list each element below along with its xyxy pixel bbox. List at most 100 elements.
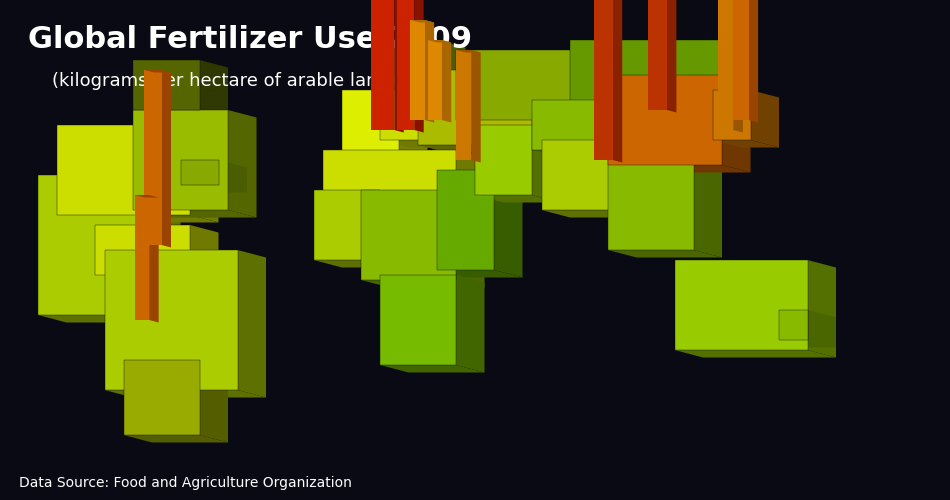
- Bar: [608, 75, 722, 165]
- Polygon shape: [694, 160, 722, 258]
- Polygon shape: [674, 350, 836, 358]
- Polygon shape: [456, 80, 484, 148]
- Bar: [718, 0, 733, 130]
- Polygon shape: [133, 110, 228, 118]
- Bar: [370, 0, 394, 130]
- Polygon shape: [808, 310, 836, 348]
- Bar: [180, 160, 218, 185]
- Bar: [779, 310, 808, 340]
- Bar: [380, 80, 456, 140]
- Bar: [456, 50, 589, 120]
- Bar: [456, 50, 471, 160]
- Polygon shape: [733, 0, 743, 132]
- Polygon shape: [608, 165, 750, 172]
- Polygon shape: [471, 50, 481, 162]
- Bar: [475, 125, 532, 195]
- Polygon shape: [456, 120, 618, 128]
- Bar: [608, 160, 694, 250]
- Polygon shape: [425, 20, 434, 122]
- Polygon shape: [494, 170, 522, 278]
- Polygon shape: [410, 20, 434, 22]
- Polygon shape: [144, 70, 171, 72]
- Polygon shape: [608, 100, 636, 158]
- Polygon shape: [437, 270, 522, 278]
- Polygon shape: [613, 0, 622, 162]
- Bar: [594, 0, 613, 160]
- Bar: [418, 70, 532, 145]
- Polygon shape: [418, 145, 560, 152]
- Polygon shape: [124, 435, 228, 442]
- Bar: [342, 90, 399, 160]
- Bar: [361, 190, 456, 280]
- Text: Global Fertilizer Use 2009: Global Fertilizer Use 2009: [28, 25, 473, 54]
- Polygon shape: [314, 260, 408, 268]
- Bar: [135, 195, 149, 320]
- Polygon shape: [180, 185, 247, 192]
- Text: Data Source: Food and Agriculture Organization: Data Source: Food and Agriculture Organi…: [19, 476, 352, 490]
- Polygon shape: [135, 195, 159, 198]
- Polygon shape: [532, 70, 560, 152]
- Bar: [144, 70, 162, 245]
- Polygon shape: [380, 190, 408, 268]
- Polygon shape: [152, 175, 180, 322]
- Text: (kilograms per hectare of arable land): (kilograms per hectare of arable land): [52, 72, 396, 90]
- Bar: [532, 100, 608, 150]
- Bar: [104, 250, 238, 390]
- Polygon shape: [149, 195, 159, 322]
- Polygon shape: [456, 190, 484, 288]
- Bar: [133, 60, 200, 110]
- Polygon shape: [456, 150, 484, 218]
- Polygon shape: [57, 215, 218, 222]
- Polygon shape: [722, 40, 750, 128]
- Polygon shape: [475, 195, 560, 202]
- Polygon shape: [667, 0, 676, 112]
- Polygon shape: [95, 275, 218, 282]
- Polygon shape: [399, 90, 428, 168]
- Polygon shape: [218, 160, 247, 192]
- Bar: [57, 125, 190, 215]
- Polygon shape: [442, 40, 451, 122]
- Bar: [380, 275, 456, 365]
- Polygon shape: [190, 125, 218, 222]
- Polygon shape: [712, 140, 779, 147]
- Bar: [314, 190, 380, 260]
- Bar: [397, 0, 414, 130]
- Polygon shape: [437, 40, 466, 98]
- Polygon shape: [779, 340, 836, 347]
- Bar: [437, 170, 494, 270]
- Polygon shape: [200, 60, 228, 118]
- Polygon shape: [238, 250, 266, 398]
- Polygon shape: [456, 50, 481, 52]
- Polygon shape: [608, 250, 722, 258]
- Bar: [124, 360, 200, 435]
- Bar: [733, 0, 749, 120]
- Polygon shape: [104, 390, 266, 398]
- Polygon shape: [542, 210, 646, 218]
- Bar: [428, 40, 442, 120]
- Polygon shape: [380, 90, 466, 98]
- Bar: [570, 40, 722, 120]
- Bar: [95, 225, 190, 275]
- Bar: [38, 175, 152, 315]
- Bar: [410, 20, 425, 120]
- Polygon shape: [380, 365, 484, 372]
- Bar: [542, 140, 618, 210]
- Polygon shape: [414, 0, 424, 132]
- Bar: [712, 90, 750, 140]
- Polygon shape: [380, 140, 484, 147]
- Polygon shape: [722, 75, 750, 172]
- Polygon shape: [808, 260, 836, 358]
- Polygon shape: [428, 40, 451, 42]
- Polygon shape: [570, 120, 750, 128]
- Polygon shape: [749, 0, 758, 122]
- Polygon shape: [394, 0, 404, 132]
- Bar: [674, 260, 808, 350]
- Bar: [380, 40, 437, 90]
- Bar: [133, 110, 228, 210]
- Polygon shape: [162, 70, 171, 248]
- Bar: [323, 150, 456, 210]
- Polygon shape: [618, 140, 646, 218]
- Polygon shape: [228, 110, 256, 218]
- Polygon shape: [361, 280, 484, 287]
- Polygon shape: [342, 160, 428, 168]
